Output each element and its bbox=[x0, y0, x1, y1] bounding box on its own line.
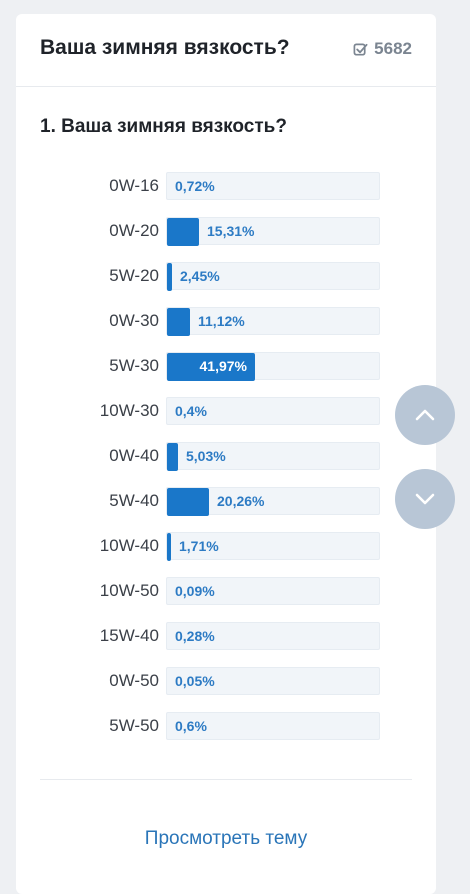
poll-option-label: 0W-30 bbox=[109, 311, 159, 330]
poll-bar-track: 0,6% bbox=[166, 712, 380, 740]
poll-bar-track: 2,45% bbox=[166, 262, 380, 291]
poll-bar-track: 1,71% bbox=[166, 532, 380, 561]
poll-option-row: 5W-40 20,26% bbox=[16, 487, 436, 517]
poll-option-percent: 0,72% bbox=[175, 178, 215, 194]
poll-option-row: 10W-30 0,4% bbox=[16, 397, 436, 427]
poll-bar-track: 5,03% bbox=[166, 442, 380, 471]
poll-bar-track: 15,31% bbox=[166, 217, 380, 246]
vote-count: 5682 bbox=[353, 39, 412, 59]
poll-option-label: 10W-30 bbox=[99, 401, 159, 420]
poll-header: Ваша зимняя вязкость? 5682 bbox=[16, 14, 436, 87]
poll-option-row: 0W-50 0,05% bbox=[16, 667, 436, 697]
poll-card: Ваша зимняя вязкость? 5682 1. Ваша зимня… bbox=[16, 14, 436, 894]
poll-option-row: 0W-16 0,72% bbox=[16, 172, 436, 202]
poll-option-row: 0W-30 11,12% bbox=[16, 307, 436, 337]
poll-title: Ваша зимняя вязкость? bbox=[40, 36, 290, 59]
poll-option-row: 5W-30 41,97% bbox=[16, 352, 436, 382]
poll-option-row: 15W-40 0,28% bbox=[16, 622, 436, 652]
poll-option-row: 10W-40 1,71% bbox=[16, 532, 436, 562]
scroll-down-button[interactable] bbox=[395, 469, 455, 529]
poll-option-percent: 1,71% bbox=[179, 538, 219, 554]
poll-option-label: 5W-20 bbox=[109, 266, 159, 285]
poll-bar-track: 11,12% bbox=[166, 307, 380, 336]
chevron-down-icon bbox=[415, 493, 435, 505]
poll-option-label: 0W-50 bbox=[109, 671, 159, 690]
poll-option-label: 5W-40 bbox=[109, 491, 159, 510]
poll-bar-fill bbox=[167, 533, 171, 561]
view-topic-link[interactable]: Просмотреть тему bbox=[144, 828, 308, 849]
poll-option-percent: 0,28% bbox=[175, 628, 215, 644]
poll-option-label: 5W-50 bbox=[109, 716, 159, 735]
poll-option-percent: 20,26% bbox=[217, 493, 265, 509]
poll-option-percent: 11,12% bbox=[198, 313, 245, 329]
poll-option-percent: 41,97% bbox=[199, 358, 247, 374]
poll-bar-fill bbox=[167, 443, 178, 471]
poll-option-label: 0W-20 bbox=[109, 221, 159, 240]
poll-bar-track: 0,4% bbox=[166, 397, 380, 425]
vote-count-value: 5682 bbox=[374, 39, 412, 58]
poll-bar-fill bbox=[167, 263, 172, 291]
poll-option-row: 0W-20 15,31% bbox=[16, 217, 436, 247]
poll-bar-fill bbox=[167, 218, 199, 246]
chevron-up-icon bbox=[415, 409, 435, 421]
poll-option-label: 10W-50 bbox=[99, 581, 159, 600]
poll-option-percent: 2,45% bbox=[180, 268, 220, 284]
poll-option-row: 10W-50 0,09% bbox=[16, 577, 436, 607]
poll-option-label: 10W-40 bbox=[99, 536, 159, 555]
poll-option-label: 0W-16 bbox=[109, 176, 159, 195]
poll-option-label: 5W-30 bbox=[109, 356, 159, 375]
poll-option-label: 15W-40 bbox=[99, 626, 159, 645]
poll-option-row: 5W-20 2,45% bbox=[16, 262, 436, 292]
scroll-up-button[interactable] bbox=[395, 385, 455, 445]
poll-bar-track: 41,97% bbox=[166, 352, 380, 381]
poll-option-row: 0W-40 5,03% bbox=[16, 442, 436, 472]
poll-bar-track: 0,72% bbox=[166, 172, 380, 200]
poll-bar-track: 0,05% bbox=[166, 667, 380, 695]
poll-option-percent: 0,4% bbox=[175, 403, 207, 419]
checkbox-icon bbox=[353, 43, 368, 55]
poll-option-percent: 0,05% bbox=[175, 673, 215, 689]
poll-bar-track: 20,26% bbox=[166, 487, 380, 516]
poll-option-percent: 5,03% bbox=[186, 448, 226, 464]
poll-question: 1. Ваша зимняя вязкость? bbox=[40, 116, 287, 137]
poll-option-row: 5W-50 0,6% bbox=[16, 712, 436, 742]
poll-bar-fill bbox=[167, 308, 190, 336]
poll-bar-track: 0,09% bbox=[166, 577, 380, 605]
poll-bar-fill bbox=[167, 488, 209, 516]
divider bbox=[40, 779, 412, 780]
poll-option-percent: 15,31% bbox=[207, 223, 255, 239]
poll-option-percent: 0,09% bbox=[175, 583, 215, 599]
poll-bar-track: 0,28% bbox=[166, 622, 380, 650]
poll-option-percent: 0,6% bbox=[175, 718, 207, 734]
poll-option-label: 0W-40 bbox=[109, 446, 159, 465]
poll-bar-fill bbox=[167, 353, 255, 381]
